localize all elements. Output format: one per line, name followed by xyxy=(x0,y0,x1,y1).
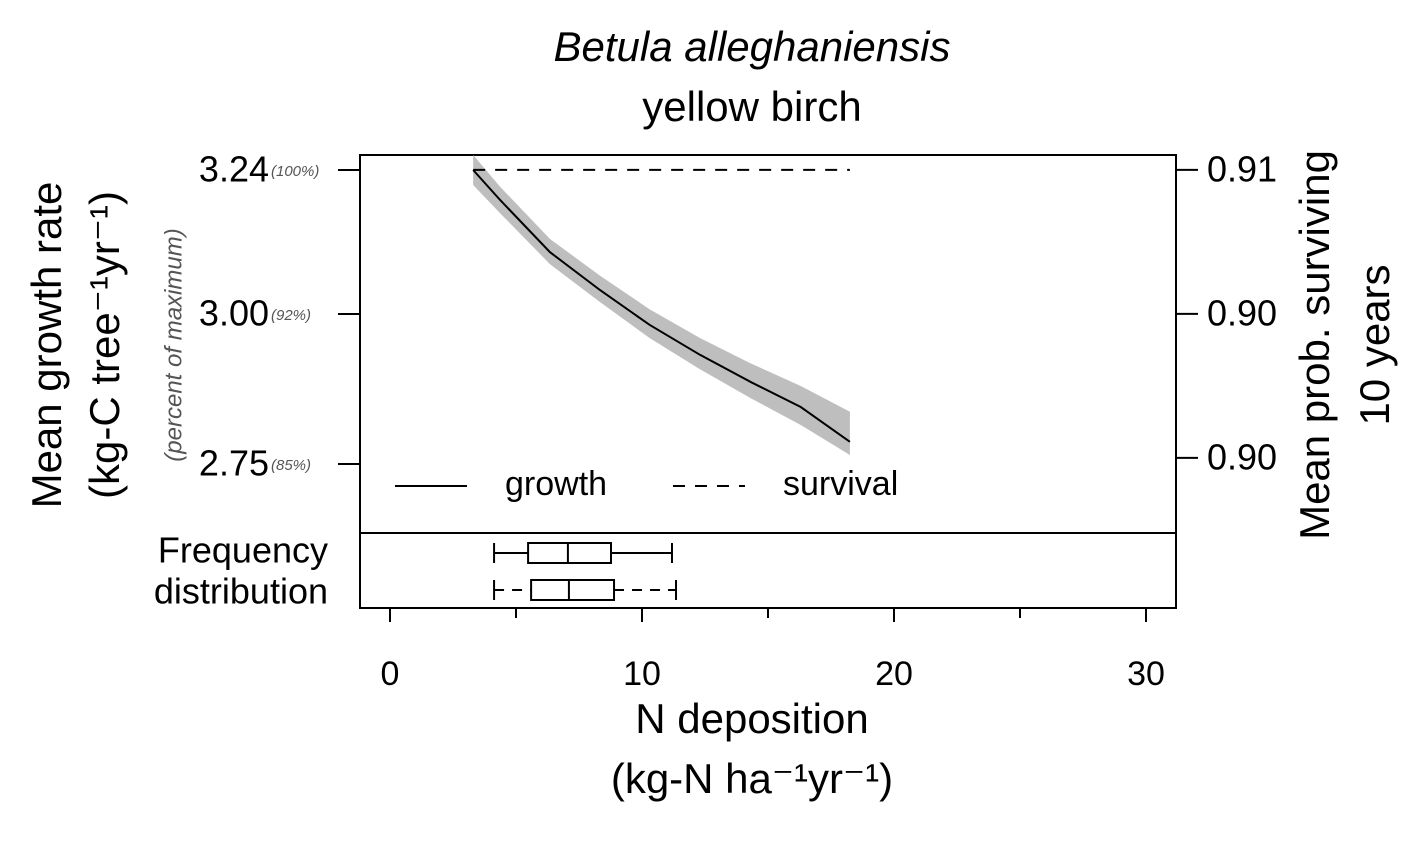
y-tick-label: 3.00 xyxy=(199,293,269,334)
y2-axis-label: 10 years xyxy=(1351,264,1398,425)
y-tick-label: 2.75 xyxy=(199,443,269,484)
chart-subtitle: yellow birch xyxy=(642,83,861,130)
x-tick-label: 10 xyxy=(623,655,661,693)
y2-tick-label: 0.91 xyxy=(1207,148,1277,189)
y-axis-label: (kg-C tree⁻¹yr⁻¹) xyxy=(81,191,128,499)
boxplot-label: distribution xyxy=(154,571,328,612)
y-tick-note: (100%) xyxy=(271,163,319,180)
confidence-band xyxy=(473,155,850,455)
y2-axis-label: Mean prob. surviving xyxy=(1291,150,1338,540)
series-line xyxy=(472,169,851,443)
x-axis-label: (kg-N ha⁻¹yr⁻¹) xyxy=(611,755,893,802)
y-tick-note: (85%) xyxy=(271,457,311,474)
boxplot-label: Frequency xyxy=(158,530,328,571)
y-tick-note: (92%) xyxy=(271,307,311,324)
y2-tick-label: 0.90 xyxy=(1207,436,1277,477)
legend-label: survival xyxy=(783,465,898,503)
y-axis-label: Mean growth rate xyxy=(23,182,70,509)
box xyxy=(527,542,612,564)
y-axis-note: (percent of maximum) xyxy=(160,228,187,461)
x-tick-label: 0 xyxy=(381,655,400,693)
box xyxy=(530,579,616,601)
x-tick-label: 30 xyxy=(1127,655,1165,693)
x-tick-label: 20 xyxy=(875,655,913,693)
legend-label: growth xyxy=(505,465,607,503)
y2-tick-label: 0.90 xyxy=(1207,292,1277,333)
x-axis-label: N deposition xyxy=(635,695,868,742)
y-tick-label: 3.24 xyxy=(199,149,269,190)
chart-title: Betula alleghaniensis xyxy=(554,23,951,70)
